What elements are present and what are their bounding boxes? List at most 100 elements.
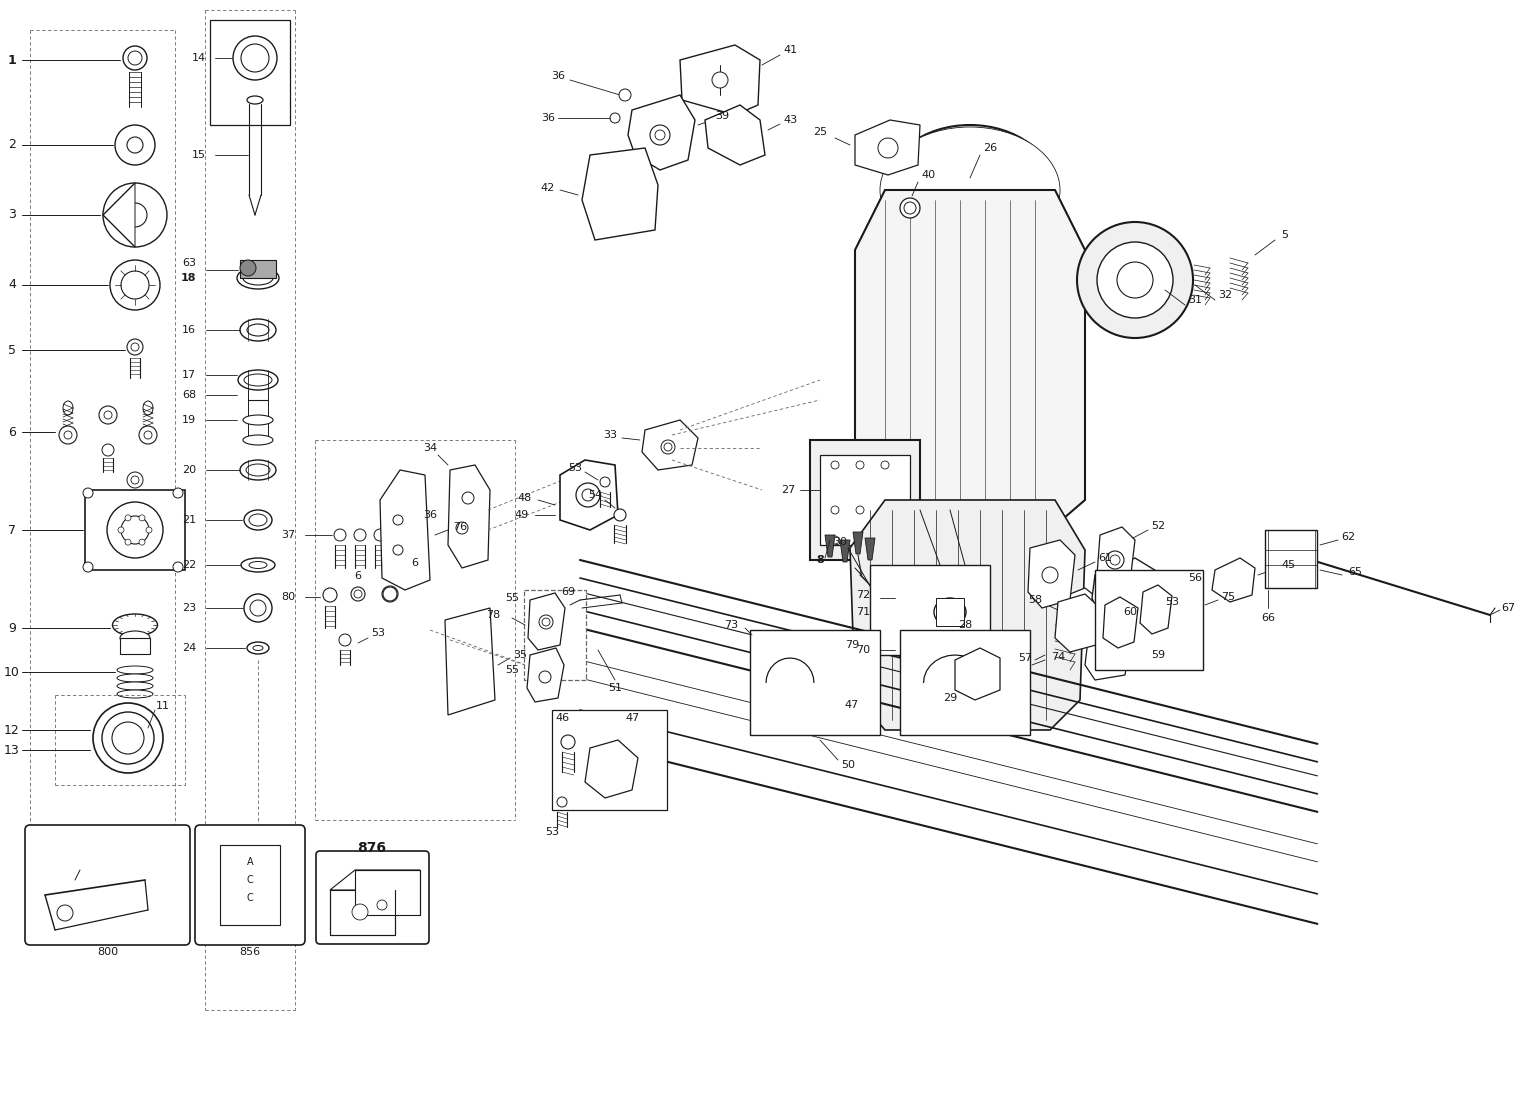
Circle shape <box>1070 607 1085 623</box>
Circle shape <box>119 527 125 533</box>
Polygon shape <box>705 105 765 165</box>
Text: 27: 27 <box>781 485 795 495</box>
FancyBboxPatch shape <box>316 851 429 944</box>
Circle shape <box>128 137 143 153</box>
Polygon shape <box>1085 632 1129 681</box>
Text: 21: 21 <box>182 515 196 525</box>
Circle shape <box>882 506 889 514</box>
Polygon shape <box>898 610 935 668</box>
Ellipse shape <box>117 691 154 698</box>
Circle shape <box>1043 567 1058 583</box>
Circle shape <box>831 506 839 514</box>
Text: 31: 31 <box>1189 295 1202 305</box>
Polygon shape <box>850 500 1085 729</box>
Bar <box>749 631 880 735</box>
Circle shape <box>900 198 920 218</box>
Text: 7: 7 <box>8 524 17 536</box>
Circle shape <box>661 440 675 454</box>
Circle shape <box>125 515 131 520</box>
Text: 17: 17 <box>182 370 196 380</box>
Text: 48: 48 <box>518 493 532 503</box>
Circle shape <box>907 632 923 648</box>
Text: 57: 57 <box>1018 653 1032 663</box>
Text: 29: 29 <box>942 693 958 703</box>
Text: 51: 51 <box>608 683 622 693</box>
Circle shape <box>106 502 163 558</box>
Text: 46: 46 <box>555 713 568 723</box>
Circle shape <box>128 471 143 488</box>
Circle shape <box>556 797 567 807</box>
Text: 6: 6 <box>354 570 362 580</box>
Bar <box>220 845 280 925</box>
Polygon shape <box>380 470 430 590</box>
Polygon shape <box>582 148 658 240</box>
Polygon shape <box>330 890 395 935</box>
Text: 47: 47 <box>626 713 640 723</box>
Text: 876: 876 <box>357 841 386 855</box>
Text: 62: 62 <box>1341 532 1354 542</box>
Polygon shape <box>865 538 876 560</box>
Text: 70: 70 <box>856 645 869 655</box>
Circle shape <box>249 600 266 616</box>
Text: 37: 37 <box>281 530 295 540</box>
Text: 49: 49 <box>515 510 529 520</box>
Text: 63: 63 <box>182 258 196 268</box>
Ellipse shape <box>245 510 272 530</box>
Text: 52: 52 <box>1151 522 1164 532</box>
Ellipse shape <box>112 614 158 636</box>
Ellipse shape <box>249 514 268 526</box>
Text: 1: 1 <box>8 53 17 67</box>
Text: C: C <box>246 875 254 885</box>
Circle shape <box>456 522 468 534</box>
Text: 800: 800 <box>97 947 119 957</box>
Text: 74: 74 <box>1050 652 1066 662</box>
Text: 36: 36 <box>550 71 565 81</box>
Text: 24: 24 <box>182 643 196 653</box>
Text: 68: 68 <box>182 390 196 400</box>
Text: 36: 36 <box>423 510 438 520</box>
Text: 11: 11 <box>157 701 170 711</box>
Circle shape <box>99 406 117 424</box>
Polygon shape <box>1028 540 1075 608</box>
Polygon shape <box>445 608 496 715</box>
Text: 79: 79 <box>845 641 859 651</box>
Polygon shape <box>641 420 698 470</box>
Ellipse shape <box>117 674 154 682</box>
Text: 41: 41 <box>783 44 796 54</box>
Circle shape <box>93 703 163 773</box>
Ellipse shape <box>880 127 1059 254</box>
Circle shape <box>856 461 863 469</box>
Circle shape <box>354 590 362 598</box>
Text: 45: 45 <box>1281 560 1295 570</box>
Circle shape <box>131 342 138 351</box>
Circle shape <box>619 89 631 101</box>
Text: 8: 8 <box>816 555 824 565</box>
Text: 4: 4 <box>8 278 15 291</box>
Polygon shape <box>527 593 565 651</box>
Text: 12: 12 <box>5 724 20 736</box>
Polygon shape <box>766 658 815 683</box>
Text: 53: 53 <box>1164 597 1180 607</box>
Circle shape <box>84 562 93 572</box>
Text: 53: 53 <box>546 827 559 837</box>
Text: 20: 20 <box>182 465 196 475</box>
Ellipse shape <box>933 598 967 626</box>
Text: 72: 72 <box>856 590 869 600</box>
Text: 19: 19 <box>182 415 196 425</box>
Ellipse shape <box>243 415 274 425</box>
Circle shape <box>882 461 889 469</box>
Text: 61: 61 <box>1097 553 1113 563</box>
Polygon shape <box>527 648 564 702</box>
Circle shape <box>128 51 141 64</box>
Circle shape <box>462 492 474 504</box>
Ellipse shape <box>240 460 277 480</box>
Bar <box>85 490 185 570</box>
Circle shape <box>394 545 403 555</box>
Polygon shape <box>924 655 986 683</box>
Text: 5: 5 <box>1281 230 1289 240</box>
Circle shape <box>64 431 71 439</box>
Bar <box>819 455 910 545</box>
Bar <box>869 565 990 655</box>
Text: 67: 67 <box>1500 603 1515 613</box>
Bar <box>900 631 1031 735</box>
